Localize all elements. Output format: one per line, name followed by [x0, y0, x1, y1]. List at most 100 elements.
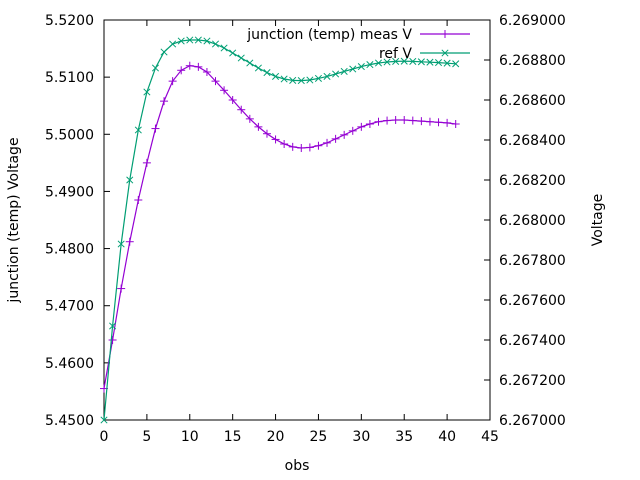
data-point-series-1: [323, 138, 332, 147]
data-point-series-1: [262, 129, 271, 138]
data-point-series-2: [229, 49, 237, 57]
axis-ticks: 0 5 10 15 20 25 30 35 40 45 5.4500 5.4600 5.4700 5.48…: [45, 13, 566, 445]
y-tick-label: 5.4500: [45, 413, 94, 429]
y-tick-label: 5.4900: [45, 184, 94, 200]
data-point-series-2: [374, 59, 383, 67]
data-point-series-1: [305, 143, 314, 152]
data-point-series-1: [108, 336, 117, 344]
data-point-series-1: [271, 135, 280, 144]
data-point-series-2: [211, 40, 220, 48]
data-point-series-2: [306, 76, 314, 84]
data-point-series-2: [117, 240, 125, 248]
data-point-series-2: [314, 74, 322, 82]
x-tick-label: 25: [310, 429, 328, 445]
data-point-series-1: [168, 77, 177, 86]
y-tick-label: 5.5000: [45, 127, 94, 143]
y2-tick-label: 6.268800: [499, 53, 566, 69]
data-point-series-1: [288, 142, 297, 151]
data-point-series-2: [366, 61, 374, 69]
data-point-series-1: [280, 140, 289, 148]
y2-tick-label: 6.267800: [499, 253, 566, 269]
data-point-series-1: [211, 77, 220, 86]
data-point-series-2: [169, 40, 177, 48]
legend-marker: [441, 49, 449, 57]
data-point-series-1: [408, 116, 417, 125]
data-point-series-2: [100, 416, 108, 424]
x-tick-label: 30: [352, 429, 370, 445]
data-point-series-2: [151, 64, 160, 72]
x-tick-label: 35: [395, 429, 413, 445]
data-point-series-1: [374, 117, 383, 126]
series-layer: [100, 36, 460, 424]
data-point-series-1: [400, 116, 409, 124]
data-point-series-2: [383, 58, 391, 66]
data-point-series-2: [426, 58, 434, 66]
series-line-2: [103, 39, 456, 421]
data-point-series-2: [143, 88, 151, 96]
data-point-series-2: [340, 67, 348, 75]
data-point-series-1: [220, 86, 229, 95]
data-point-series-2: [134, 126, 142, 134]
data-point-series-2: [246, 59, 254, 67]
data-point-series-2: [254, 64, 262, 72]
data-point-series-1: [202, 68, 211, 76]
x-tick-label: 15: [224, 429, 242, 445]
y2-tick-label: 6.268400: [499, 133, 566, 149]
data-point-series-1: [340, 130, 349, 139]
data-point-series-1: [331, 134, 340, 143]
data-point-series-1: [391, 116, 400, 124]
data-point-series-2: [417, 58, 425, 66]
y2-tick-label: 6.267000: [499, 413, 566, 429]
data-point-series-1: [451, 120, 460, 128]
data-point-series-1: [365, 120, 374, 128]
legend-marker: [441, 30, 449, 38]
data-point-series-2: [392, 57, 400, 65]
data-point-series-2: [332, 70, 340, 78]
data-point-series-1: [177, 66, 186, 75]
data-point-series-1: [228, 96, 237, 104]
data-point-series-2: [443, 59, 451, 67]
data-point-series-2: [186, 36, 194, 44]
data-point-series-2: [280, 75, 288, 83]
data-point-series-2: [323, 72, 331, 80]
x-tick-label: 40: [438, 429, 456, 445]
data-point-series-1: [142, 158, 151, 167]
data-point-series-1: [443, 118, 452, 127]
data-point-series-2: [272, 72, 280, 80]
data-point-series-1: [134, 196, 143, 204]
y2-tick-label: 6.268200: [499, 173, 566, 189]
data-point-series-1: [254, 122, 263, 131]
data-point-series-2: [349, 65, 357, 73]
y-tick-label: 5.4600: [45, 356, 94, 372]
data-point-series-2: [409, 57, 417, 65]
y-tick-label: 5.5200: [45, 13, 94, 29]
y2-tick-label: 6.268600: [499, 93, 566, 109]
series-line-1: [103, 65, 456, 389]
data-point-series-1: [194, 62, 203, 71]
x-tick-label: 10: [181, 429, 199, 445]
data-point-series-2: [452, 60, 460, 68]
y-tick-label: 5.4700: [45, 299, 94, 315]
data-point-series-2: [109, 322, 117, 330]
y-tick-label: 5.4800: [45, 242, 94, 258]
y2-tick-label: 6.267600: [499, 293, 566, 309]
y2-tick-label: 6.269000: [499, 13, 566, 29]
data-point-series-1: [417, 117, 426, 126]
data-point-series-1: [348, 126, 357, 135]
x-tick-label: 45: [481, 429, 499, 445]
data-point-series-1: [125, 237, 134, 246]
data-point-series-2: [263, 69, 271, 77]
x-tick-label: 20: [267, 429, 285, 445]
data-point-series-1: [237, 105, 246, 114]
y-tick-label: 5.5100: [45, 70, 94, 86]
x-tick-label: 5: [142, 429, 151, 445]
data-point-series-2: [357, 63, 365, 71]
y2-axis-label: Voltage: [590, 194, 606, 247]
data-point-series-1: [245, 114, 254, 123]
data-point-series-1: [314, 141, 323, 150]
data-point-series-2: [194, 36, 202, 44]
data-point-series-1: [434, 118, 443, 127]
y2-tick-label: 6.267200: [499, 373, 566, 389]
data-point-series-2: [126, 176, 134, 184]
data-point-series-1: [297, 144, 306, 152]
